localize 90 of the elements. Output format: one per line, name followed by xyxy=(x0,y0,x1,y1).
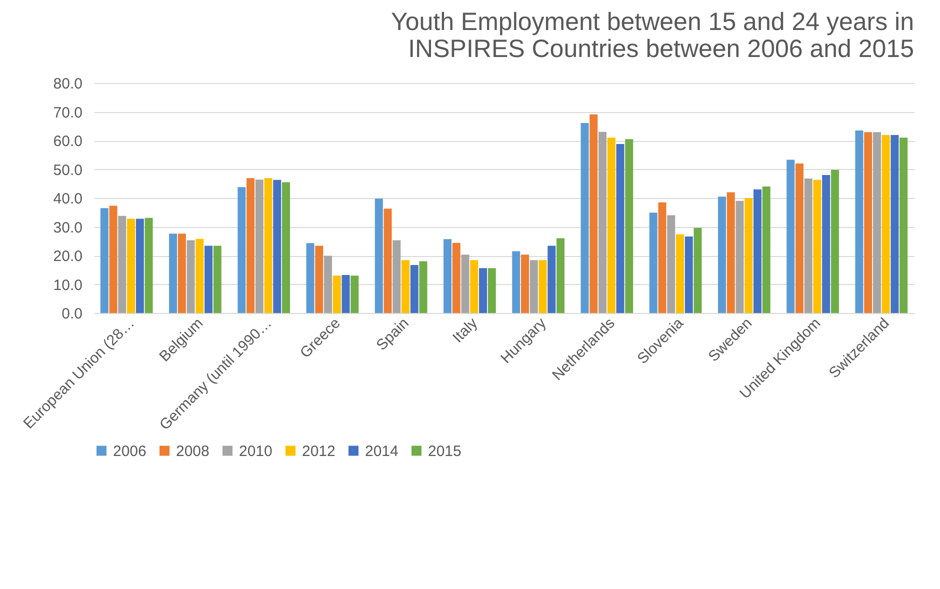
bar xyxy=(607,138,616,313)
bar xyxy=(658,202,666,313)
bar xyxy=(580,122,589,313)
x-tick-label: Italy xyxy=(450,314,482,346)
bar xyxy=(332,276,341,313)
bar xyxy=(625,139,634,313)
bar xyxy=(315,246,324,313)
bar xyxy=(479,268,487,313)
bar xyxy=(616,144,624,313)
bar xyxy=(822,175,830,313)
bar xyxy=(872,132,881,313)
bar xyxy=(324,256,332,313)
bar xyxy=(282,182,290,313)
bar xyxy=(890,135,899,313)
legend-label: 2006 xyxy=(113,442,146,460)
bar xyxy=(419,261,428,313)
bar xyxy=(342,275,350,313)
bar xyxy=(306,243,314,313)
bar xyxy=(204,246,213,313)
bar xyxy=(374,198,383,313)
bar xyxy=(213,246,222,313)
y-tick-label: 30.0 xyxy=(53,219,82,236)
bar xyxy=(548,246,556,313)
bar xyxy=(246,178,255,313)
bar xyxy=(795,164,804,313)
y-tick-label: 50.0 xyxy=(53,162,82,179)
bar xyxy=(667,215,676,313)
bar xyxy=(744,198,753,313)
bar xyxy=(169,234,178,313)
bar xyxy=(726,192,735,313)
legend-label: 2015 xyxy=(428,442,462,460)
y-tick-label: 0.0 xyxy=(62,306,82,322)
bar xyxy=(753,189,762,313)
bar xyxy=(882,135,890,313)
legend-label: 2008 xyxy=(176,442,210,460)
text: INSPIRES Countries between 2006 and 2015 xyxy=(408,35,914,63)
bar xyxy=(255,180,264,313)
bar xyxy=(273,180,282,313)
bar xyxy=(538,260,547,313)
bar xyxy=(178,234,186,313)
bar xyxy=(556,238,564,313)
text: Youth Employment between 15 and 24 years in xyxy=(390,8,914,36)
y-tick-label: 40.0 xyxy=(53,190,82,208)
bar xyxy=(238,187,246,313)
bar xyxy=(598,132,606,313)
legend-label: 2012 xyxy=(302,442,336,460)
bar xyxy=(736,200,744,313)
bar xyxy=(196,238,204,313)
bar xyxy=(264,178,272,313)
y-tick-label: 80.0 xyxy=(53,76,82,92)
bar xyxy=(762,186,770,313)
bar xyxy=(521,254,529,313)
bar xyxy=(684,236,693,313)
bar xyxy=(118,216,126,313)
bar xyxy=(488,268,496,313)
legend-label: 2014 xyxy=(365,442,398,460)
bar xyxy=(855,130,864,313)
bar xyxy=(461,254,470,313)
bar xyxy=(804,178,812,313)
y-tick-label: 10.0 xyxy=(53,276,82,294)
bar xyxy=(830,170,839,313)
y-tick-label: 70.0 xyxy=(53,104,82,122)
bar xyxy=(444,239,452,313)
bar xyxy=(136,218,144,313)
bar xyxy=(512,251,520,313)
bar xyxy=(350,276,359,313)
legend-label: 2010 xyxy=(239,442,272,460)
bar xyxy=(410,264,418,313)
bar xyxy=(100,208,108,313)
bar xyxy=(470,260,478,313)
bar xyxy=(144,218,153,313)
bar xyxy=(384,208,392,313)
bar xyxy=(590,114,598,313)
bar xyxy=(109,206,118,313)
bar xyxy=(786,160,795,313)
y-tick-label: 60.0 xyxy=(53,133,82,150)
bar xyxy=(127,218,136,313)
bar xyxy=(530,260,538,313)
bar xyxy=(864,132,872,313)
bar xyxy=(186,240,195,313)
bar xyxy=(694,228,702,313)
bar xyxy=(649,212,658,313)
bar xyxy=(402,260,410,313)
bar xyxy=(392,240,401,313)
y-tick-label: 20.0 xyxy=(53,248,82,265)
bar xyxy=(813,180,822,313)
bar xyxy=(676,234,684,313)
bar xyxy=(452,242,460,313)
bar xyxy=(718,196,726,313)
bar xyxy=(900,138,908,313)
